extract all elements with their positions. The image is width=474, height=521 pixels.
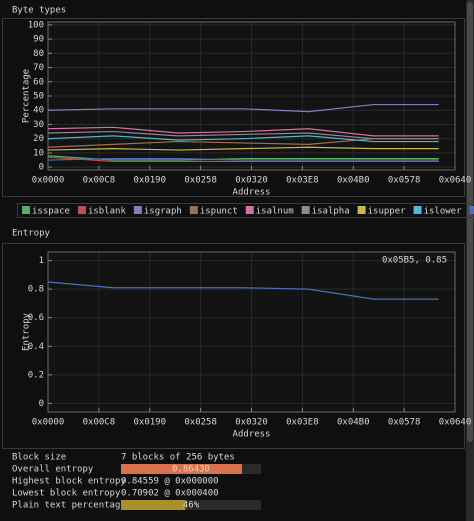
scrollbar-thumb[interactable] [467, 2, 473, 442]
info-value: 0.70902 @ 0x000400 [121, 489, 219, 499]
x-axis-label: Address [233, 188, 271, 198]
y-tick-label: 0.6 [28, 313, 44, 323]
plot-border [47, 251, 456, 413]
y-axis-label: Percentage [22, 69, 32, 123]
x-tick-label: 0x0190 [133, 418, 166, 428]
series-line [47, 146, 439, 151]
y-tick-label: 0.2 [28, 370, 44, 380]
x-tick-label: 0x04B0 [337, 418, 370, 428]
legend-swatch [469, 206, 474, 214]
info-label: Highest block entropy [12, 477, 126, 487]
x-tick-label: 0x04B0 [337, 176, 370, 186]
progress-label: 46% [183, 501, 200, 511]
x-tick-label: 0x0320 [235, 418, 268, 428]
legend-entry: isalpha [312, 207, 350, 217]
y-tick-label: 0.4 [28, 342, 44, 352]
info-label: Overall entropy [12, 465, 94, 475]
x-tick-label: 0x0578 [388, 176, 421, 186]
y-tick-label: 20 [33, 134, 44, 144]
legend-frame [17, 203, 474, 218]
x-tick-label: 0x03E8 [286, 418, 319, 428]
legend-entry: isblank [88, 207, 127, 217]
x-tick-label: 0x00C8 [83, 418, 116, 428]
chart-frame [2, 243, 465, 449]
legend-swatch [189, 206, 198, 214]
y-tick-label: 0 [39, 399, 44, 409]
x-tick-label: 0x0578 [388, 418, 421, 428]
series-line [47, 155, 439, 161]
y-tick-label: 0.8 [28, 285, 44, 295]
info-label: Lowest block entropy [12, 489, 121, 499]
x-tick-label: 0x03E8 [286, 176, 319, 186]
series-line [47, 126, 439, 137]
y-tick-label: 30 [33, 120, 44, 130]
y-tick-label: 40 [33, 106, 44, 116]
progress-bar [121, 464, 243, 474]
legend-swatch [357, 206, 366, 214]
legend-swatch [245, 206, 254, 214]
y-tick-label: 70 [33, 63, 44, 73]
chart-frame [2, 18, 465, 197]
x-tick-label: 0x00C8 [83, 176, 116, 186]
y-tick-label: 100 [28, 20, 44, 30]
y-tick-label: 10 [33, 148, 44, 158]
x-tick-label: 0x0258 [184, 176, 217, 186]
x-tick-label: 0x0320 [235, 176, 268, 186]
info-value: 7 blocks of 256 bytes [121, 453, 235, 463]
plot-border [47, 21, 456, 171]
info-label: Plain text percentage [12, 501, 126, 511]
legend-swatch [413, 206, 422, 214]
legend-swatch [22, 206, 30, 214]
x-tick-label: 0x0258 [184, 418, 217, 428]
x-axis-label: Address [233, 430, 271, 440]
annotation: 0x05B5, 0.85 [382, 256, 447, 266]
legend-swatch [133, 206, 142, 214]
legend-entry: isspace [32, 207, 70, 217]
series-line [47, 130, 439, 140]
info-value: 0.84559 @ 0x000000 [121, 477, 219, 487]
y-tick-label: 1 [39, 256, 44, 266]
legend-entry: islower [424, 207, 463, 217]
section-title: Byte types [12, 6, 66, 16]
progress-label: 0.86430 [172, 465, 210, 475]
y-tick-label: 80 [33, 49, 44, 59]
y-tick-label: 90 [33, 35, 44, 45]
series-line [47, 135, 439, 143]
x-tick-label: 0x0190 [133, 176, 166, 186]
info-label: Block size [12, 453, 66, 463]
progress-track [121, 500, 261, 510]
legend-entry: isupper [368, 207, 407, 217]
y-axis-label: Entropy [22, 312, 32, 351]
legend-swatch [77, 206, 86, 214]
section-title: Entropy [12, 229, 51, 239]
series-line [47, 158, 439, 161]
y-tick-label: 60 [33, 77, 44, 87]
x-tick-label: 0x0640 [439, 176, 472, 186]
legend-swatch [301, 206, 310, 214]
legend-entry: isalnum [256, 207, 294, 217]
x-tick-label: 0x0640 [439, 418, 472, 428]
series-line [47, 156, 439, 163]
series-line [47, 103, 439, 113]
progress-bar [121, 500, 186, 510]
series-line [47, 281, 439, 300]
x-tick-label: 0x0000 [32, 418, 65, 428]
y-tick-label: 50 [33, 92, 44, 102]
legend-entry: isgraph [144, 207, 182, 217]
x-tick-label: 0x0000 [32, 176, 65, 186]
y-tick-label: 0 [39, 163, 44, 173]
legend-entry: ispunct [200, 207, 238, 217]
